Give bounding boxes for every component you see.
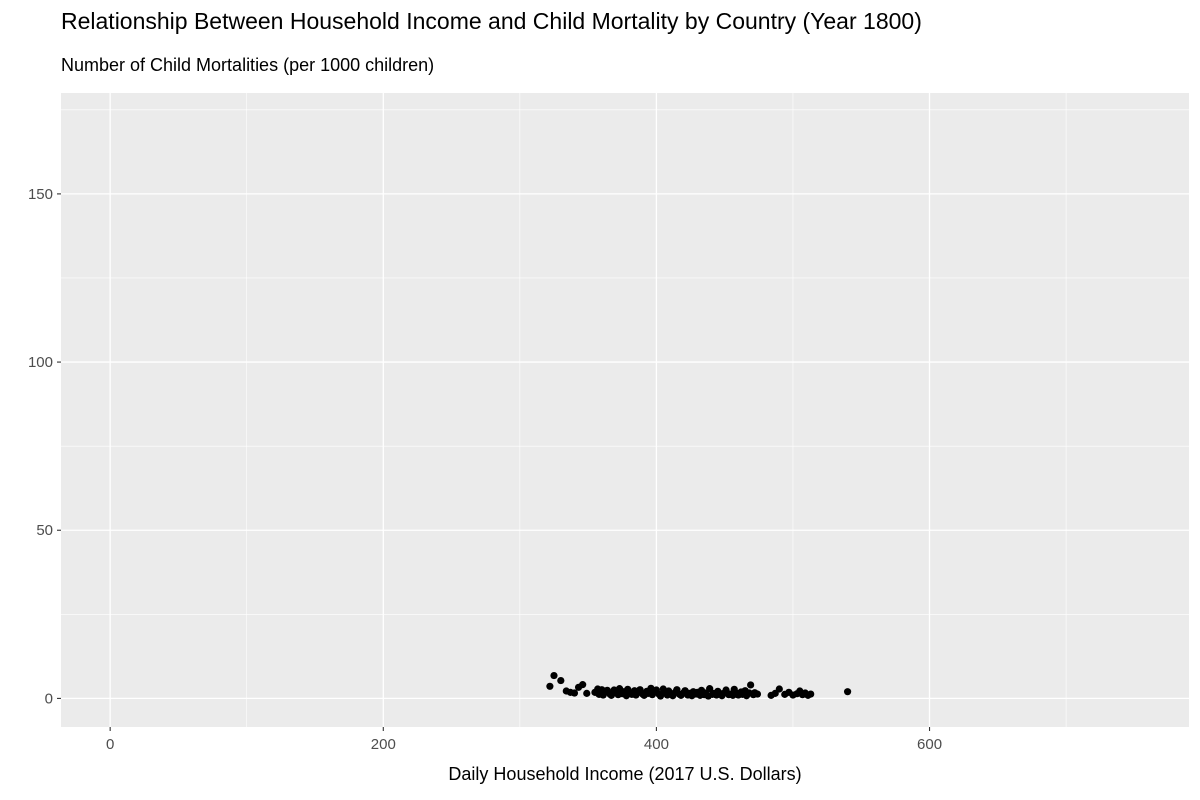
chart-subtitle: Number of Child Mortalities (per 1000 ch… — [61, 55, 435, 75]
y-axis: 0 50 100 150 — [28, 186, 61, 707]
data-points — [546, 671, 852, 700]
x-tick-label: 200 — [371, 736, 396, 753]
data-point — [557, 676, 565, 685]
minor-gridlines — [61, 93, 1189, 727]
major-gridlines — [61, 93, 1189, 727]
data-point — [747, 681, 755, 689]
chart-title: Relationship Between Household Income an… — [61, 8, 922, 34]
y-tick-label: 0 — [45, 690, 53, 707]
y-tick-label: 50 — [36, 522, 53, 539]
x-axis: 0 200 400 600 — [106, 727, 942, 753]
data-point — [807, 690, 815, 698]
data-point — [843, 688, 852, 696]
y-tick-label: 150 — [28, 186, 53, 203]
data-point — [753, 690, 762, 698]
x-axis-title: Daily Household Income (2017 U.S. Dollar… — [448, 764, 801, 784]
y-tick-label: 100 — [28, 354, 53, 371]
x-tick-label: 600 — [917, 736, 942, 753]
data-point — [570, 689, 579, 697]
data-point — [706, 685, 714, 693]
data-point — [583, 689, 591, 697]
data-point — [775, 685, 783, 693]
plot-panel — [61, 93, 1189, 727]
x-tick-label: 0 — [106, 736, 114, 753]
data-point — [546, 682, 554, 690]
x-tick-label: 400 — [644, 736, 669, 753]
data-point — [579, 681, 587, 689]
data-point — [550, 671, 558, 680]
